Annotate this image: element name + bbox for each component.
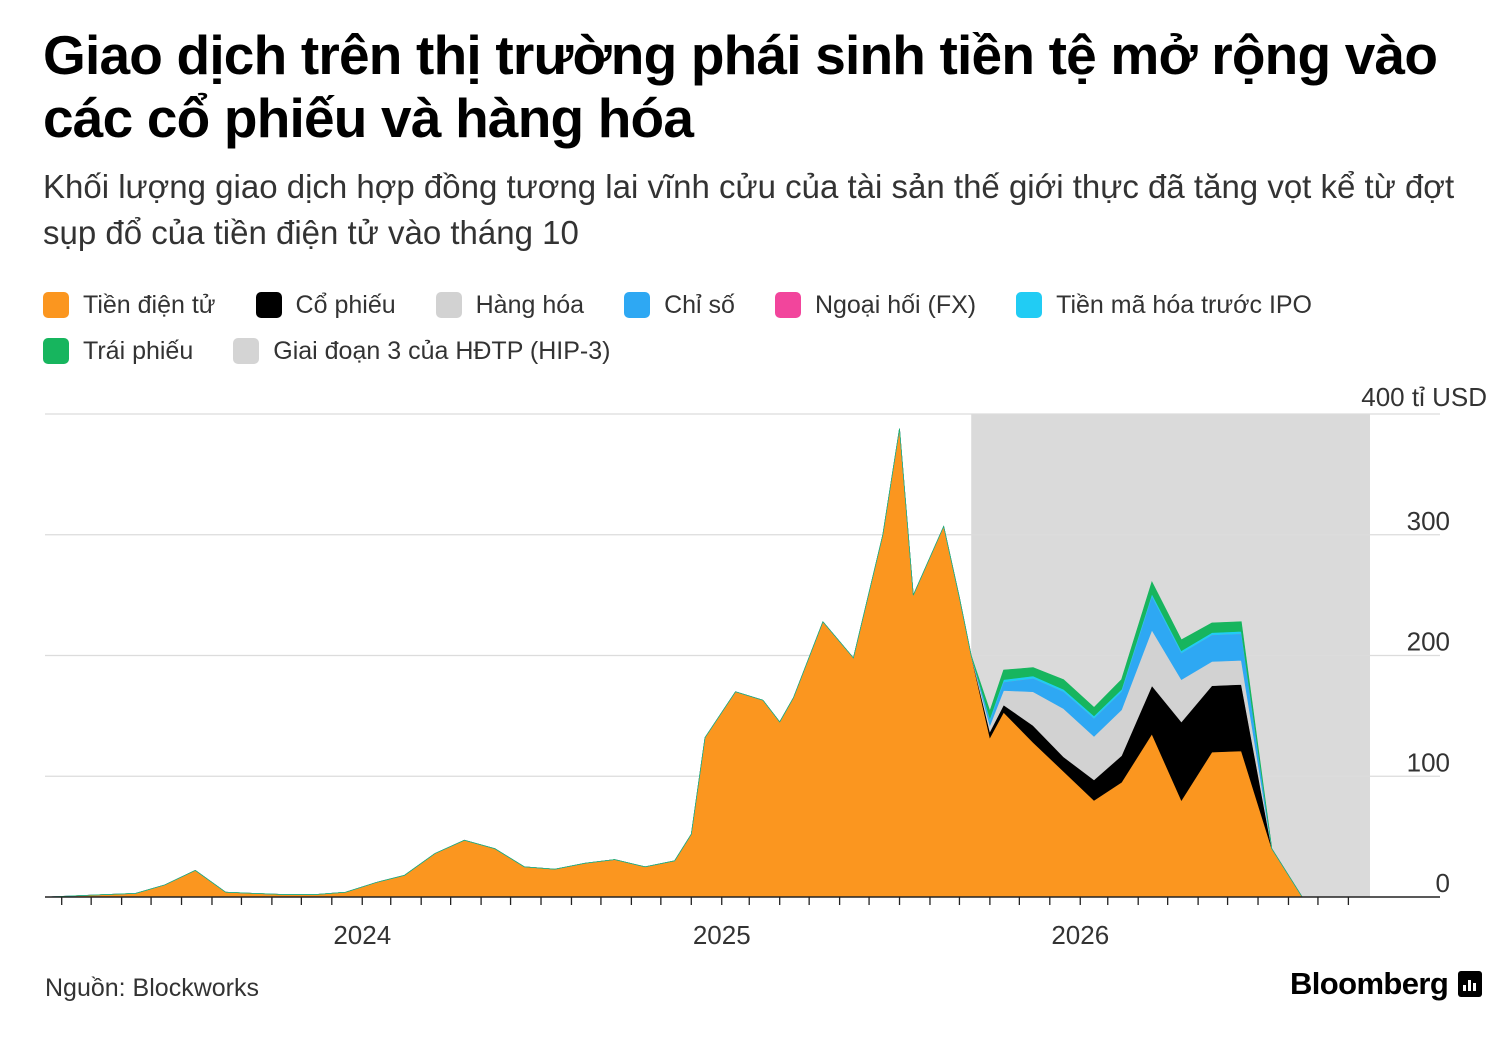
area-series [44, 428, 1370, 898]
x-tick-label: 2026 [1051, 920, 1109, 950]
legend-item: Hàng hóa [435, 282, 585, 328]
chart-title: Giao dịch trên thị trường phái sinh tiền… [43, 24, 1438, 149]
legend-label: Tiền mã hóa trước IPO [1056, 290, 1313, 319]
legend-swatch [624, 292, 651, 318]
legend-label: Tiền điện tử [83, 290, 216, 319]
y-tick-label: 300 [1407, 506, 1450, 536]
y-tick-label: 0 [1436, 868, 1450, 898]
chart-subtitle: Khối lượng giao dịch hợp đồng tương lai … [43, 168, 1455, 251]
legend-label: Hàng hóa [475, 290, 585, 319]
legend-item: Giai đoạn 3 của HĐTP (HIP-3) [233, 328, 610, 374]
legend-swatch [233, 338, 260, 364]
legend-item: Tiền mã hóa trước IPO [1016, 282, 1312, 328]
y-tick-label: 100 [1407, 747, 1450, 777]
legend: Tiền điện tử Cổ phiếu Hàng hóa Chỉ số Ngoại … [43, 282, 1483, 374]
legend-item: Ngoại hối (FX) [774, 282, 977, 328]
legend-swatch [43, 338, 69, 364]
legend-item: Trái phiếu [43, 328, 193, 374]
legend-swatch [435, 292, 462, 318]
legend-label: Cổ phiếu [295, 290, 396, 319]
brand-name: Bloomberg [1290, 966, 1449, 1001]
plot-area: 2024 2025 2026 0 100 200 300 400 tỉ USD [44, 382, 1487, 950]
legend-swatch [255, 292, 282, 318]
x-tick-label: 2025 [693, 920, 751, 950]
legend-label: Trái phiếu [83, 336, 194, 365]
stacked-area-chart: 2024 2025 2026 0 100 200 300 400 tỉ USD [44, 382, 1487, 950]
x-tick-label: 2024 [333, 920, 391, 950]
legend-item: Tiền điện tử [43, 282, 216, 328]
y-tick-label: 200 [1407, 627, 1450, 657]
legend-label: Giai đoạn 3 của HĐTP (HIP-3) [273, 336, 611, 365]
source-note: Nguồn: Blockworks [45, 974, 259, 1002]
legend-label: Chỉ số [664, 290, 735, 319]
legend-swatch [43, 292, 69, 318]
legend-item: Cổ phiếu [255, 282, 396, 328]
legend-item: Chỉ số [624, 282, 735, 328]
legend-swatch [774, 292, 801, 318]
legend-swatch [1016, 292, 1043, 318]
y-tick-label: 400 tỉ USD [1361, 382, 1487, 412]
legend-label: Ngoại hối (FX) [814, 290, 977, 319]
brand-logo: Bloomberg [1290, 966, 1483, 1002]
bloomberg-terminal-icon [1458, 971, 1483, 997]
